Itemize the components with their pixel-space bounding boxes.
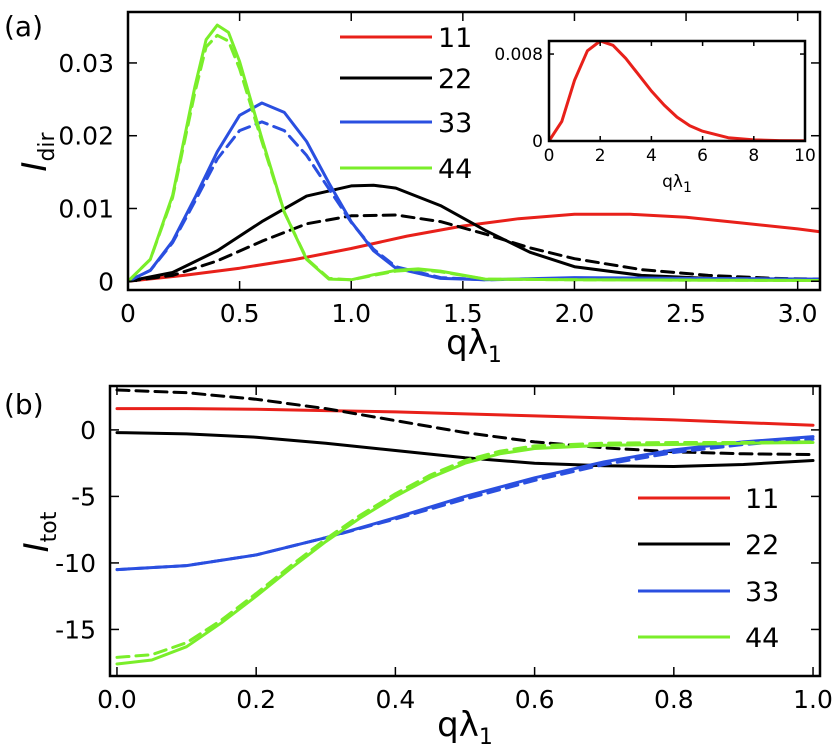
- a-xtick-label: 0: [120, 299, 136, 328]
- b-legend-label-33: 33: [745, 577, 779, 608]
- inset-background: [549, 41, 805, 141]
- inset-series-11-solid: [549, 41, 805, 141]
- a-series-group: [128, 23, 820, 283]
- b-ytick-label: -15: [55, 615, 96, 644]
- b-xtick-label: 0.8: [654, 685, 694, 714]
- svg-text:Idir: Idir: [15, 131, 60, 171]
- a-xtick-label: 1.5: [443, 299, 483, 328]
- a-series-33-dashed: [128, 120, 820, 283]
- inset-xtick-label: 8: [748, 146, 759, 166]
- inset-xtick-label: 10: [794, 146, 816, 166]
- b-ytick-label: -5: [71, 482, 96, 511]
- b-ytick-label: -10: [55, 549, 96, 578]
- a-series-44-dashed: [128, 33, 820, 283]
- panel-a-chart: 0 0.5 1.0 1.5 2.0 2.5 3.0 0 0.01 0.02 0.03 (a) qλ1 Id…: [4, 10, 822, 368]
- b-series-22-solid: [115, 431, 815, 468]
- b-xtick-label: 0.4: [376, 685, 416, 714]
- b-y-axis-title: Itot: [17, 511, 62, 552]
- inset-x-axis-title: qλ1: [662, 172, 692, 196]
- a-xtick-label: 1.0: [331, 299, 371, 328]
- b-series-group: [115, 388, 815, 666]
- b-ytick-label: 0: [80, 416, 96, 445]
- b-xtick-label: 0.2: [236, 685, 276, 714]
- inset-chart: 0 2 4 6 8 10 0 0.008 qλ1: [494, 39, 816, 196]
- a-panel-label: (a): [4, 10, 43, 43]
- b-legend-label-11: 11: [745, 484, 779, 515]
- b-series-22-dashed: [115, 388, 815, 456]
- b-series-11-solid: [115, 407, 815, 427]
- panel-b-chart: 0.0 0.2 0.4 0.6 0.8 1.0 0 -5 -10 -15 (b) qλ1 Itot 11 2…: [4, 384, 832, 744]
- inset-plot-frame: [547, 39, 807, 143]
- b-plot-frame: [108, 384, 822, 678]
- a-series-22-solid: [128, 183, 820, 283]
- a-series-11-solid: [128, 212, 820, 283]
- a-x-axis-title: qλ1: [446, 323, 502, 368]
- a-series-22-dashed: [128, 213, 820, 283]
- a-ytick-label: 0.01: [58, 194, 114, 223]
- b-panel-label: (b): [4, 388, 44, 421]
- a-ytick-label: 0.03: [58, 49, 114, 78]
- b-series-33-dashed: [115, 437, 815, 572]
- a-legend-label-11: 11: [438, 23, 472, 54]
- a-legend-label-44: 44: [438, 154, 472, 185]
- b-xtick-label: 0.6: [515, 685, 555, 714]
- b-xtick-label: 0.0: [97, 685, 137, 714]
- b-xtick-label: 1.0: [793, 685, 832, 714]
- a-xtick-label: 2.5: [666, 299, 706, 328]
- inset-xtick-label: 4: [646, 146, 657, 166]
- b-legend-label-44: 44: [745, 623, 779, 654]
- svg-text:Itot: Itot: [17, 511, 62, 552]
- a-xtick-label: 2.0: [555, 299, 595, 328]
- inset-ytick-label: 0.008: [494, 45, 543, 65]
- a-ytick-label: 0.02: [58, 122, 114, 151]
- inset-xtick-label: 0: [544, 146, 555, 166]
- a-plot-frame: [126, 10, 822, 292]
- a-y-axis-title: Idir: [15, 131, 60, 171]
- inset-xtick-label: 2: [595, 146, 606, 166]
- a-xtick-label: 3.0: [778, 299, 818, 328]
- inset-ytick-label: 0: [532, 132, 543, 152]
- inset-xtick-label: 6: [697, 146, 708, 166]
- a-ytick-label: 0: [98, 267, 114, 296]
- inset-series-group: [549, 41, 805, 141]
- a-xtick-label: 0.5: [220, 299, 260, 328]
- a-legend-label-22: 22: [438, 64, 472, 95]
- b-legend-label-22: 22: [745, 530, 779, 561]
- b-series-44-solid: [115, 441, 815, 666]
- a-legend-label-33: 33: [438, 108, 472, 139]
- b-series-44-dashed: [115, 440, 815, 659]
- b-x-axis-title: qλ1: [437, 705, 493, 744]
